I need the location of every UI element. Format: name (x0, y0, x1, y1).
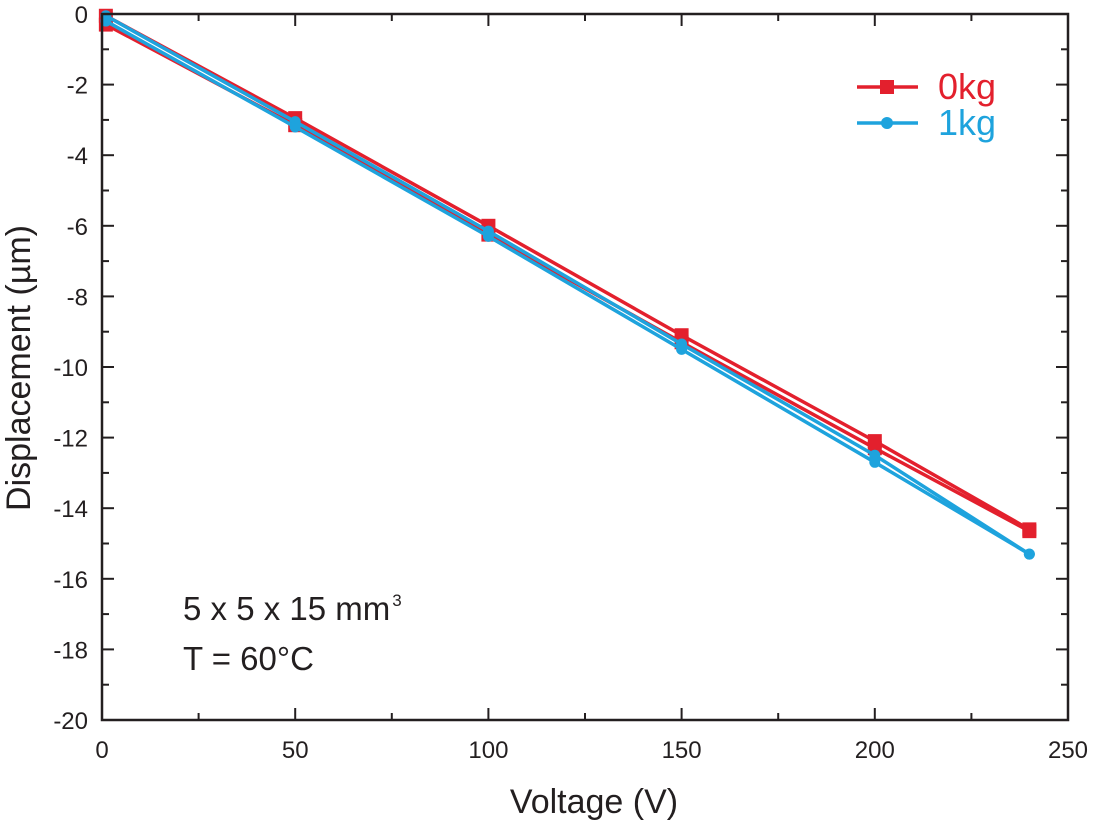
y-tick-label: -20 (53, 708, 88, 735)
x-tick-label: 200 (855, 737, 895, 764)
legend-marker-0kg (880, 80, 894, 94)
y-tick-label: -4 (67, 143, 88, 170)
x-tick-label: 150 (662, 737, 702, 764)
legend-label-0kg: 0kg (938, 66, 996, 107)
data-point (1022, 524, 1037, 539)
data-point (869, 456, 881, 468)
data-point (1023, 548, 1035, 560)
x-tick-label: 50 (282, 737, 309, 764)
y-tick-label: -14 (53, 496, 88, 523)
annotation: 5 x 5 x 15 mm 3 T = 60°C (183, 590, 402, 677)
y-tick-label: -6 (67, 214, 88, 241)
y-tick-label: -12 (53, 426, 88, 453)
y-tick-label: -10 (53, 355, 88, 382)
axes: 0 50 100 150 200 250 0 -2 -4 -6 -8 -10 -12 -14 -16 -18 -… (53, 2, 1088, 764)
series-1kg (100, 10, 1035, 560)
y-tick-label: 0 (75, 2, 88, 29)
annotation-dimensions: 5 x 5 x 15 mm 3 (183, 590, 402, 627)
series-line-0kg-1 (105, 14, 1031, 531)
plot-marks (98, 8, 1037, 560)
annotation-temperature: T = 60°C (183, 640, 314, 677)
data-point (676, 343, 688, 355)
x-axis-title: Voltage (V) (510, 783, 678, 821)
y-tick-label: -18 (53, 637, 88, 664)
y-tick-label: -16 (53, 567, 88, 594)
data-point (289, 121, 301, 133)
y-tick-label: -8 (67, 284, 88, 311)
x-tick-label: 0 (95, 737, 108, 764)
x-tick-label: 100 (468, 737, 508, 764)
data-point (482, 230, 494, 242)
y-axis-title: Displacement (µm) (0, 225, 38, 511)
y-tick-label: -2 (67, 73, 88, 100)
series-line-1kg-2 (105, 19, 1031, 556)
legend-marker-1kg (881, 117, 893, 129)
series-line-1kg-1 (105, 14, 1031, 556)
x-tick-label: 250 (1048, 737, 1088, 764)
legend-label-1kg: 1kg (938, 102, 996, 143)
